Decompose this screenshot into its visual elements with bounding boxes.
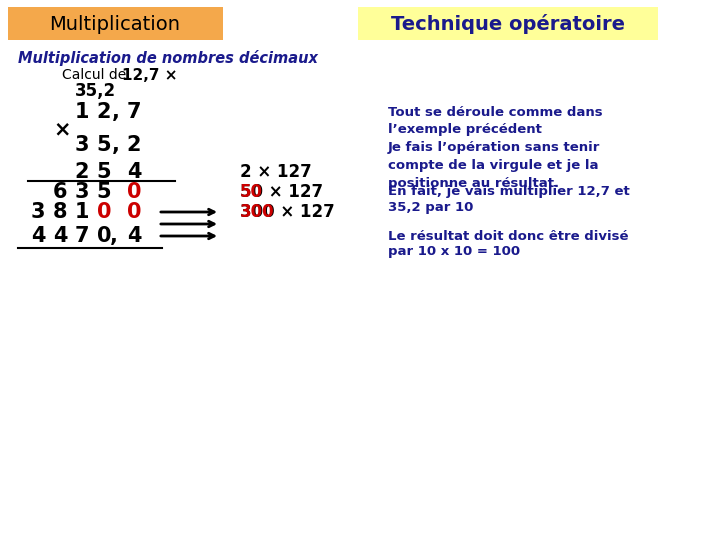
Text: 2: 2 bbox=[127, 135, 141, 155]
Text: 0: 0 bbox=[127, 182, 141, 202]
Text: 4: 4 bbox=[127, 162, 141, 182]
Text: ×: × bbox=[53, 119, 71, 139]
Text: 0: 0 bbox=[96, 226, 112, 246]
Text: 5: 5 bbox=[96, 162, 112, 182]
Text: 5: 5 bbox=[96, 135, 112, 155]
Text: 0: 0 bbox=[96, 202, 112, 222]
Text: 4: 4 bbox=[31, 226, 45, 246]
Text: 0: 0 bbox=[127, 202, 141, 222]
Text: Tout se déroule comme dans: Tout se déroule comme dans bbox=[388, 105, 603, 118]
Text: 3: 3 bbox=[31, 202, 45, 222]
Text: ,: , bbox=[112, 135, 120, 155]
Text: 300 × 127: 300 × 127 bbox=[240, 203, 335, 221]
Text: 1: 1 bbox=[75, 102, 89, 122]
Text: 3: 3 bbox=[75, 182, 89, 202]
Text: Calcul de: Calcul de bbox=[62, 68, 130, 82]
Text: 35,2 par 10: 35,2 par 10 bbox=[388, 201, 473, 214]
Text: 35,2: 35,2 bbox=[75, 82, 116, 100]
Text: Multiplication de nombres décimaux: Multiplication de nombres décimaux bbox=[18, 50, 318, 66]
Text: 8: 8 bbox=[53, 202, 67, 222]
Text: ,: , bbox=[110, 226, 118, 246]
Text: 2: 2 bbox=[96, 102, 112, 122]
Text: 50 × 127: 50 × 127 bbox=[240, 183, 323, 201]
Text: positionne au résultat.: positionne au résultat. bbox=[388, 178, 559, 191]
Text: 4: 4 bbox=[53, 226, 67, 246]
Text: 4: 4 bbox=[127, 226, 141, 246]
Text: l’exemple précédent: l’exemple précédent bbox=[388, 124, 542, 137]
Text: 1: 1 bbox=[75, 202, 89, 222]
Text: Technique opératoire: Technique opératoire bbox=[391, 14, 625, 34]
Bar bbox=[8, 7, 223, 40]
Text: Le résultat doit donc être divisé: Le résultat doit donc être divisé bbox=[388, 230, 629, 242]
Text: 12,7 ×: 12,7 × bbox=[122, 68, 178, 83]
Text: 2: 2 bbox=[75, 162, 89, 182]
Text: 50: 50 bbox=[240, 183, 263, 201]
Text: 7: 7 bbox=[127, 102, 141, 122]
Text: compte de la virgule et je la: compte de la virgule et je la bbox=[388, 159, 598, 172]
Text: 3: 3 bbox=[75, 135, 89, 155]
Text: 7: 7 bbox=[75, 226, 89, 246]
Text: 5: 5 bbox=[96, 182, 112, 202]
Text: Je fais l’opération sans tenir: Je fais l’opération sans tenir bbox=[388, 141, 600, 154]
Text: ,: , bbox=[112, 102, 120, 122]
Text: En fait, je vais multiplier 12,7 et: En fait, je vais multiplier 12,7 et bbox=[388, 186, 630, 199]
Text: Multiplication: Multiplication bbox=[50, 15, 181, 33]
Text: par 10 x 10 = 100: par 10 x 10 = 100 bbox=[388, 246, 520, 259]
Text: 6: 6 bbox=[53, 182, 67, 202]
Bar bbox=[358, 7, 658, 40]
Text: 2 × 127: 2 × 127 bbox=[240, 163, 312, 181]
Text: 300: 300 bbox=[240, 203, 274, 221]
